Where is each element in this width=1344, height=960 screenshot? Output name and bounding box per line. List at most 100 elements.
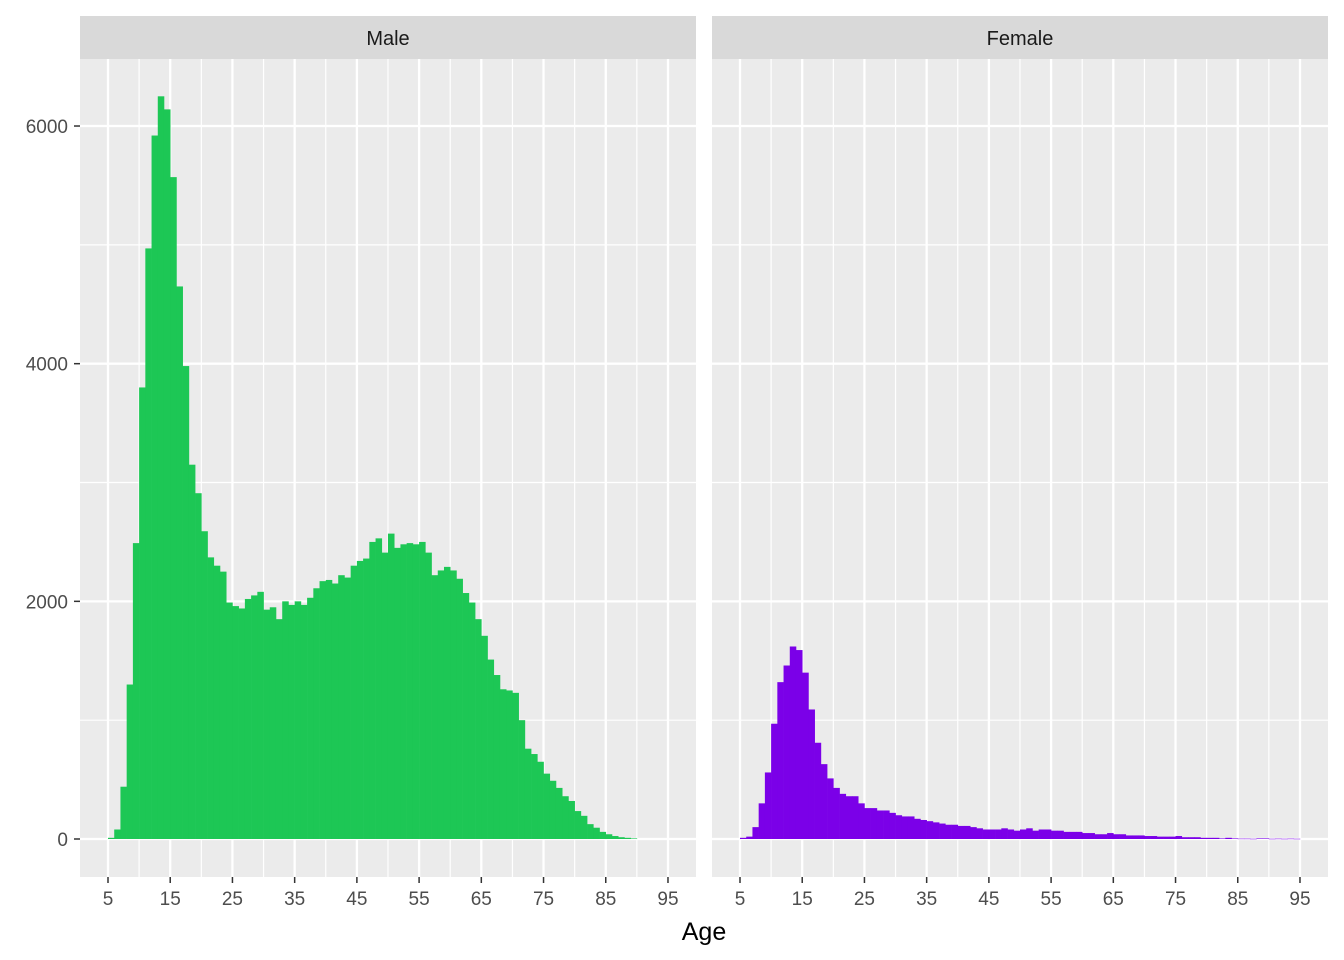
histogram-bar	[1013, 830, 1021, 839]
histogram-bar	[468, 602, 476, 839]
bars-male	[108, 96, 638, 840]
y-tick-label: 0	[57, 830, 68, 851]
histogram-bar	[238, 608, 246, 839]
histogram-bar	[344, 577, 351, 839]
histogram-bar	[163, 109, 171, 840]
histogram-bar	[120, 786, 127, 839]
histogram-bar	[450, 570, 457, 839]
histogram-bar	[1063, 831, 1071, 839]
histogram-bar	[820, 764, 828, 839]
histogram-bar	[425, 552, 432, 839]
histogram-bar	[562, 796, 569, 839]
histogram-bar	[1150, 836, 1158, 839]
histogram-bar	[412, 544, 420, 839]
histogram-bar	[531, 754, 538, 839]
histogram-bar	[932, 822, 940, 839]
x-tick-label: 75	[533, 889, 554, 910]
histogram-bar	[213, 565, 221, 839]
histogram-bar	[1032, 830, 1039, 839]
histogram-bar	[139, 387, 146, 839]
histogram-bar	[895, 815, 903, 839]
histogram-bar	[914, 818, 921, 839]
x-tick-label: 25	[222, 889, 243, 910]
histogram-bar	[437, 570, 445, 839]
histogram-bar	[883, 810, 890, 839]
histogram-bar	[901, 816, 909, 839]
histogram-bar	[1219, 838, 1226, 839]
histogram-bar	[1082, 833, 1089, 839]
histogram-bar	[555, 787, 563, 839]
histogram-bar	[356, 560, 364, 839]
x-axis-male: 5 15 25 35 45 55 65 75 85 95	[103, 877, 679, 910]
x-tick-label: 45	[346, 889, 367, 910]
histogram-bar	[232, 606, 239, 839]
histogram-bar	[876, 810, 884, 839]
histogram-bar	[864, 808, 871, 839]
y-tick-label: 2000	[26, 592, 68, 613]
histogram-bar	[462, 593, 470, 839]
histogram-bar	[188, 464, 196, 839]
histogram-bar	[1237, 838, 1245, 840]
x-tick-label: 55	[409, 889, 430, 910]
histogram-bar	[375, 538, 383, 839]
histogram-bar	[611, 836, 619, 839]
histogram-bar	[481, 635, 488, 839]
histogram-bar	[1113, 834, 1120, 839]
histogram-bar	[1044, 829, 1052, 839]
histogram-bar	[618, 837, 625, 839]
histogram-bar	[789, 646, 797, 839]
histogram-bar	[1138, 835, 1145, 839]
histogram-bar	[387, 533, 395, 839]
histogram-bar	[624, 837, 631, 839]
histogram-bar	[170, 177, 177, 840]
histogram-bar	[132, 543, 140, 839]
histogram-bar	[1051, 830, 1058, 839]
histogram-bar	[858, 803, 865, 839]
histogram-bar	[1119, 834, 1127, 839]
histogram-bar	[201, 531, 208, 839]
histogram-bar	[740, 837, 747, 839]
x-tick-label: 65	[471, 889, 492, 910]
histogram-bar	[845, 796, 853, 839]
histogram-bar	[195, 493, 202, 839]
histogram-bar	[568, 800, 575, 839]
histogram-bar	[182, 366, 190, 839]
histogram-bar	[406, 543, 414, 839]
histogram-bar	[1287, 838, 1295, 840]
histogram-bar	[145, 248, 152, 839]
histogram-bar	[207, 557, 215, 839]
x-tick-label: 5	[735, 889, 746, 910]
histogram-bar	[400, 544, 407, 839]
histogram-bar	[1131, 835, 1139, 839]
histogram-bar	[1225, 837, 1232, 839]
histogram-bar	[833, 787, 840, 839]
histogram-bar	[331, 583, 339, 839]
histogram-bar	[537, 761, 544, 839]
strip-male	[80, 16, 696, 59]
histogram-bar	[1075, 831, 1083, 839]
histogram-bar	[108, 837, 115, 839]
histogram-bar	[988, 829, 996, 839]
histogram-bar	[456, 578, 463, 839]
histogram-bar	[338, 575, 345, 839]
histogram-bar	[1038, 829, 1046, 839]
histogram-bar	[244, 598, 252, 839]
histogram-bar	[307, 597, 314, 839]
histogram-bar	[543, 773, 551, 839]
panel-female: Female	[712, 16, 1328, 877]
histogram-bar	[257, 591, 264, 839]
histogram-bar	[157, 96, 165, 839]
histogram-bar	[982, 829, 990, 839]
x-tick-label: 45	[978, 889, 999, 910]
histogram-bar	[1181, 837, 1189, 839]
histogram-bar	[795, 650, 803, 839]
histogram-bar	[758, 803, 766, 839]
x-tick-label: 65	[1103, 889, 1124, 910]
histogram-bar	[499, 689, 507, 839]
strip-label-female: Female	[987, 28, 1054, 50]
histogram-bar	[970, 827, 977, 839]
histogram-bar	[369, 541, 376, 839]
histogram-bar	[814, 742, 822, 839]
histogram-bar	[752, 827, 759, 839]
histogram-bar	[226, 602, 233, 839]
